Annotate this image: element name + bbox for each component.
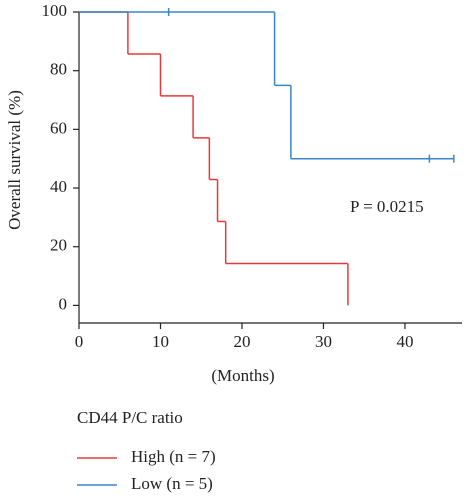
- y-tick-label: 40: [50, 177, 67, 196]
- y-tick-label: 20: [50, 236, 67, 255]
- x-tick-label: 30: [315, 332, 332, 351]
- y-tick-label: 60: [50, 118, 67, 137]
- annotation: P = 0.0215: [350, 197, 424, 216]
- legend-label: Low (n = 5): [131, 474, 213, 493]
- legend-label: High (n = 7): [131, 447, 216, 466]
- y-tick-label: 80: [50, 60, 67, 79]
- y-axis-label: Overall survival (%): [5, 90, 24, 230]
- x-tick-label: 10: [152, 332, 169, 351]
- y-tick-label: 0: [59, 294, 68, 313]
- x-tick-label: 0: [75, 332, 84, 351]
- x-axis-label: (Months): [211, 366, 274, 385]
- x-tick-label: 20: [233, 332, 250, 351]
- x-tick-label: 40: [396, 332, 413, 351]
- legend-title: CD44 P/C ratio: [77, 408, 183, 427]
- y-tick-label: 100: [42, 1, 68, 20]
